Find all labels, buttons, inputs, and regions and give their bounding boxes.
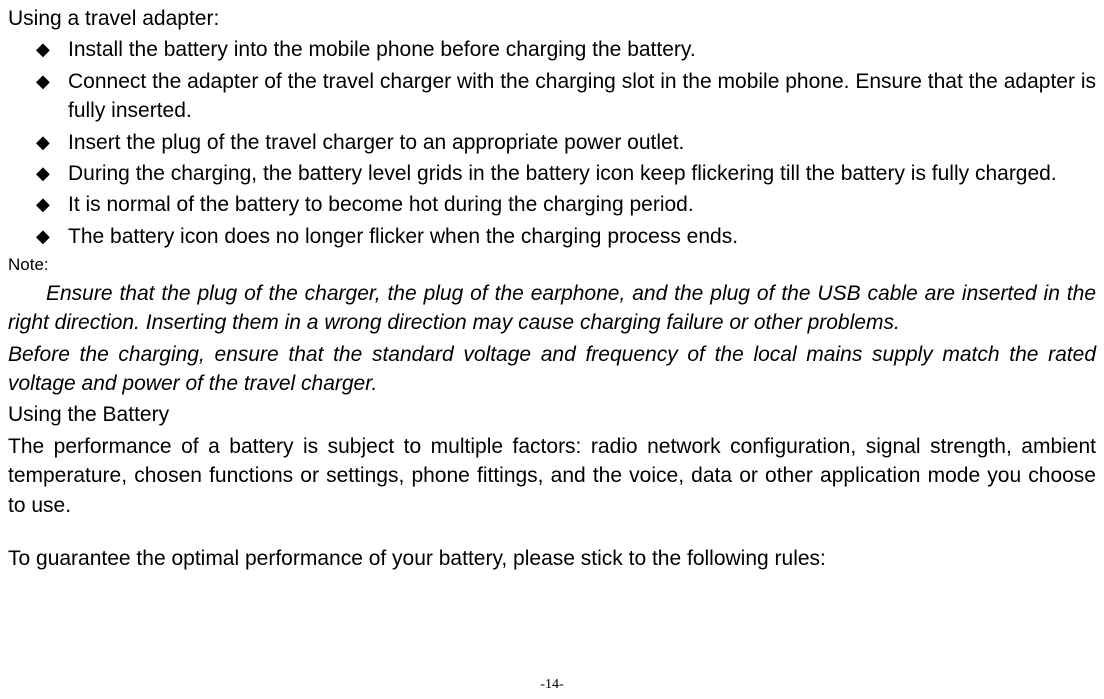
bullet-item: ◆ Insert the plug of the travel charger … xyxy=(36,128,1096,157)
section-title: Using a travel adapter: xyxy=(8,4,1096,33)
diamond-bullet-icon: ◆ xyxy=(36,159,68,188)
subsection-title: Using the Battery xyxy=(8,400,1096,429)
bullet-item: ◆ It is normal of the battery to become … xyxy=(36,190,1096,219)
bullet-text: Connect the adapter of the travel charge… xyxy=(68,67,1096,126)
bullet-item: ◆ Connect the adapter of the travel char… xyxy=(36,67,1096,126)
bullet-item: ◆ The battery icon does no longer flicke… xyxy=(36,222,1096,251)
note-paragraph: Ensure that the plug of the charger, the… xyxy=(8,279,1096,338)
body-paragraph: The performance of a battery is subject … xyxy=(8,432,1096,520)
bullet-text: Install the battery into the mobile phon… xyxy=(68,35,1096,64)
diamond-bullet-icon: ◆ xyxy=(36,35,68,64)
bullet-item: ◆ During the charging, the battery level… xyxy=(36,159,1096,188)
bullet-item: ◆ Install the battery into the mobile ph… xyxy=(36,35,1096,64)
diamond-bullet-icon: ◆ xyxy=(36,190,68,219)
diamond-bullet-icon: ◆ xyxy=(36,222,68,251)
diamond-bullet-icon: ◆ xyxy=(36,128,68,157)
bullet-text: The battery icon does no longer flicker … xyxy=(68,222,1096,251)
bullet-text: Insert the plug of the travel charger to… xyxy=(68,128,1096,157)
bullet-text: It is normal of the battery to become ho… xyxy=(68,190,1096,219)
note-paragraph: Before the charging, ensure that the sta… xyxy=(8,340,1096,399)
bullet-list: ◆ Install the battery into the mobile ph… xyxy=(36,35,1096,251)
page-number: -14- xyxy=(0,675,1104,695)
diamond-bullet-icon: ◆ xyxy=(36,67,68,96)
note-label: Note: xyxy=(8,253,1096,277)
body-paragraph: To guarantee the optimal performance of … xyxy=(8,544,1096,573)
bullet-text: During the charging, the battery level g… xyxy=(68,159,1096,188)
